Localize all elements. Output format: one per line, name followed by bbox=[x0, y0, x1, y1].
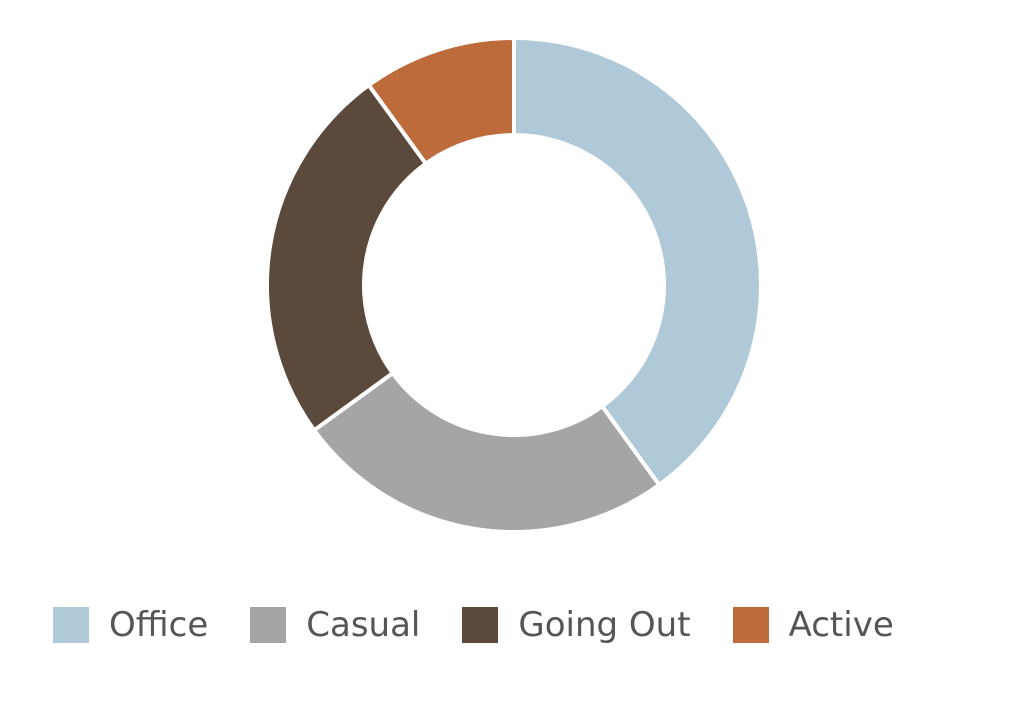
legend-swatch bbox=[250, 607, 287, 643]
legend-item: Office bbox=[53, 605, 208, 645]
legend-label: Active bbox=[788, 605, 894, 645]
donut-slice bbox=[366, 35, 516, 167]
legend-label: Casual bbox=[306, 605, 421, 645]
legend-swatch bbox=[462, 607, 499, 643]
legend-item: Casual bbox=[250, 605, 420, 645]
legend-swatch bbox=[53, 607, 89, 643]
donut-slice bbox=[265, 82, 429, 433]
donut-slice bbox=[311, 370, 662, 534]
donut-slice bbox=[512, 35, 763, 488]
legend-item: Going Out bbox=[462, 605, 691, 645]
legend-label: Going Out bbox=[518, 605, 691, 645]
legend-swatch bbox=[732, 607, 769, 643]
chart bbox=[265, 35, 763, 534]
legend: Office Casual Going Out Active bbox=[53, 605, 936, 645]
legend-label: Office bbox=[109, 605, 209, 645]
legend-item: Active bbox=[732, 605, 894, 645]
